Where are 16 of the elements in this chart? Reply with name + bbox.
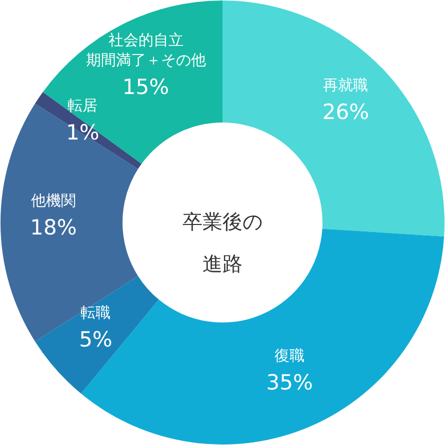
slice-label: 転居: [68, 96, 98, 115]
donut-slice: [222, 0, 444, 236]
slice-label: 再就職: [323, 76, 368, 94]
data-label: 35%: [266, 370, 313, 395]
data-label: 15%: [122, 74, 170, 99]
slice-label: 復職: [274, 346, 305, 365]
text: 卒業後の進路: [182, 210, 262, 276]
donut-slice: [42, 0, 222, 164]
slice-label: 他機関: [31, 192, 76, 210]
data-label: 18%: [30, 216, 77, 240]
data-label: 5%: [79, 327, 112, 352]
data-label: 1%: [66, 120, 100, 145]
data-label: 26%: [322, 100, 370, 124]
slice-label: 転職: [80, 303, 111, 322]
slice-label: 社会的自立期間満了＋その他: [86, 30, 206, 69]
donut-slice: [35, 276, 159, 394]
